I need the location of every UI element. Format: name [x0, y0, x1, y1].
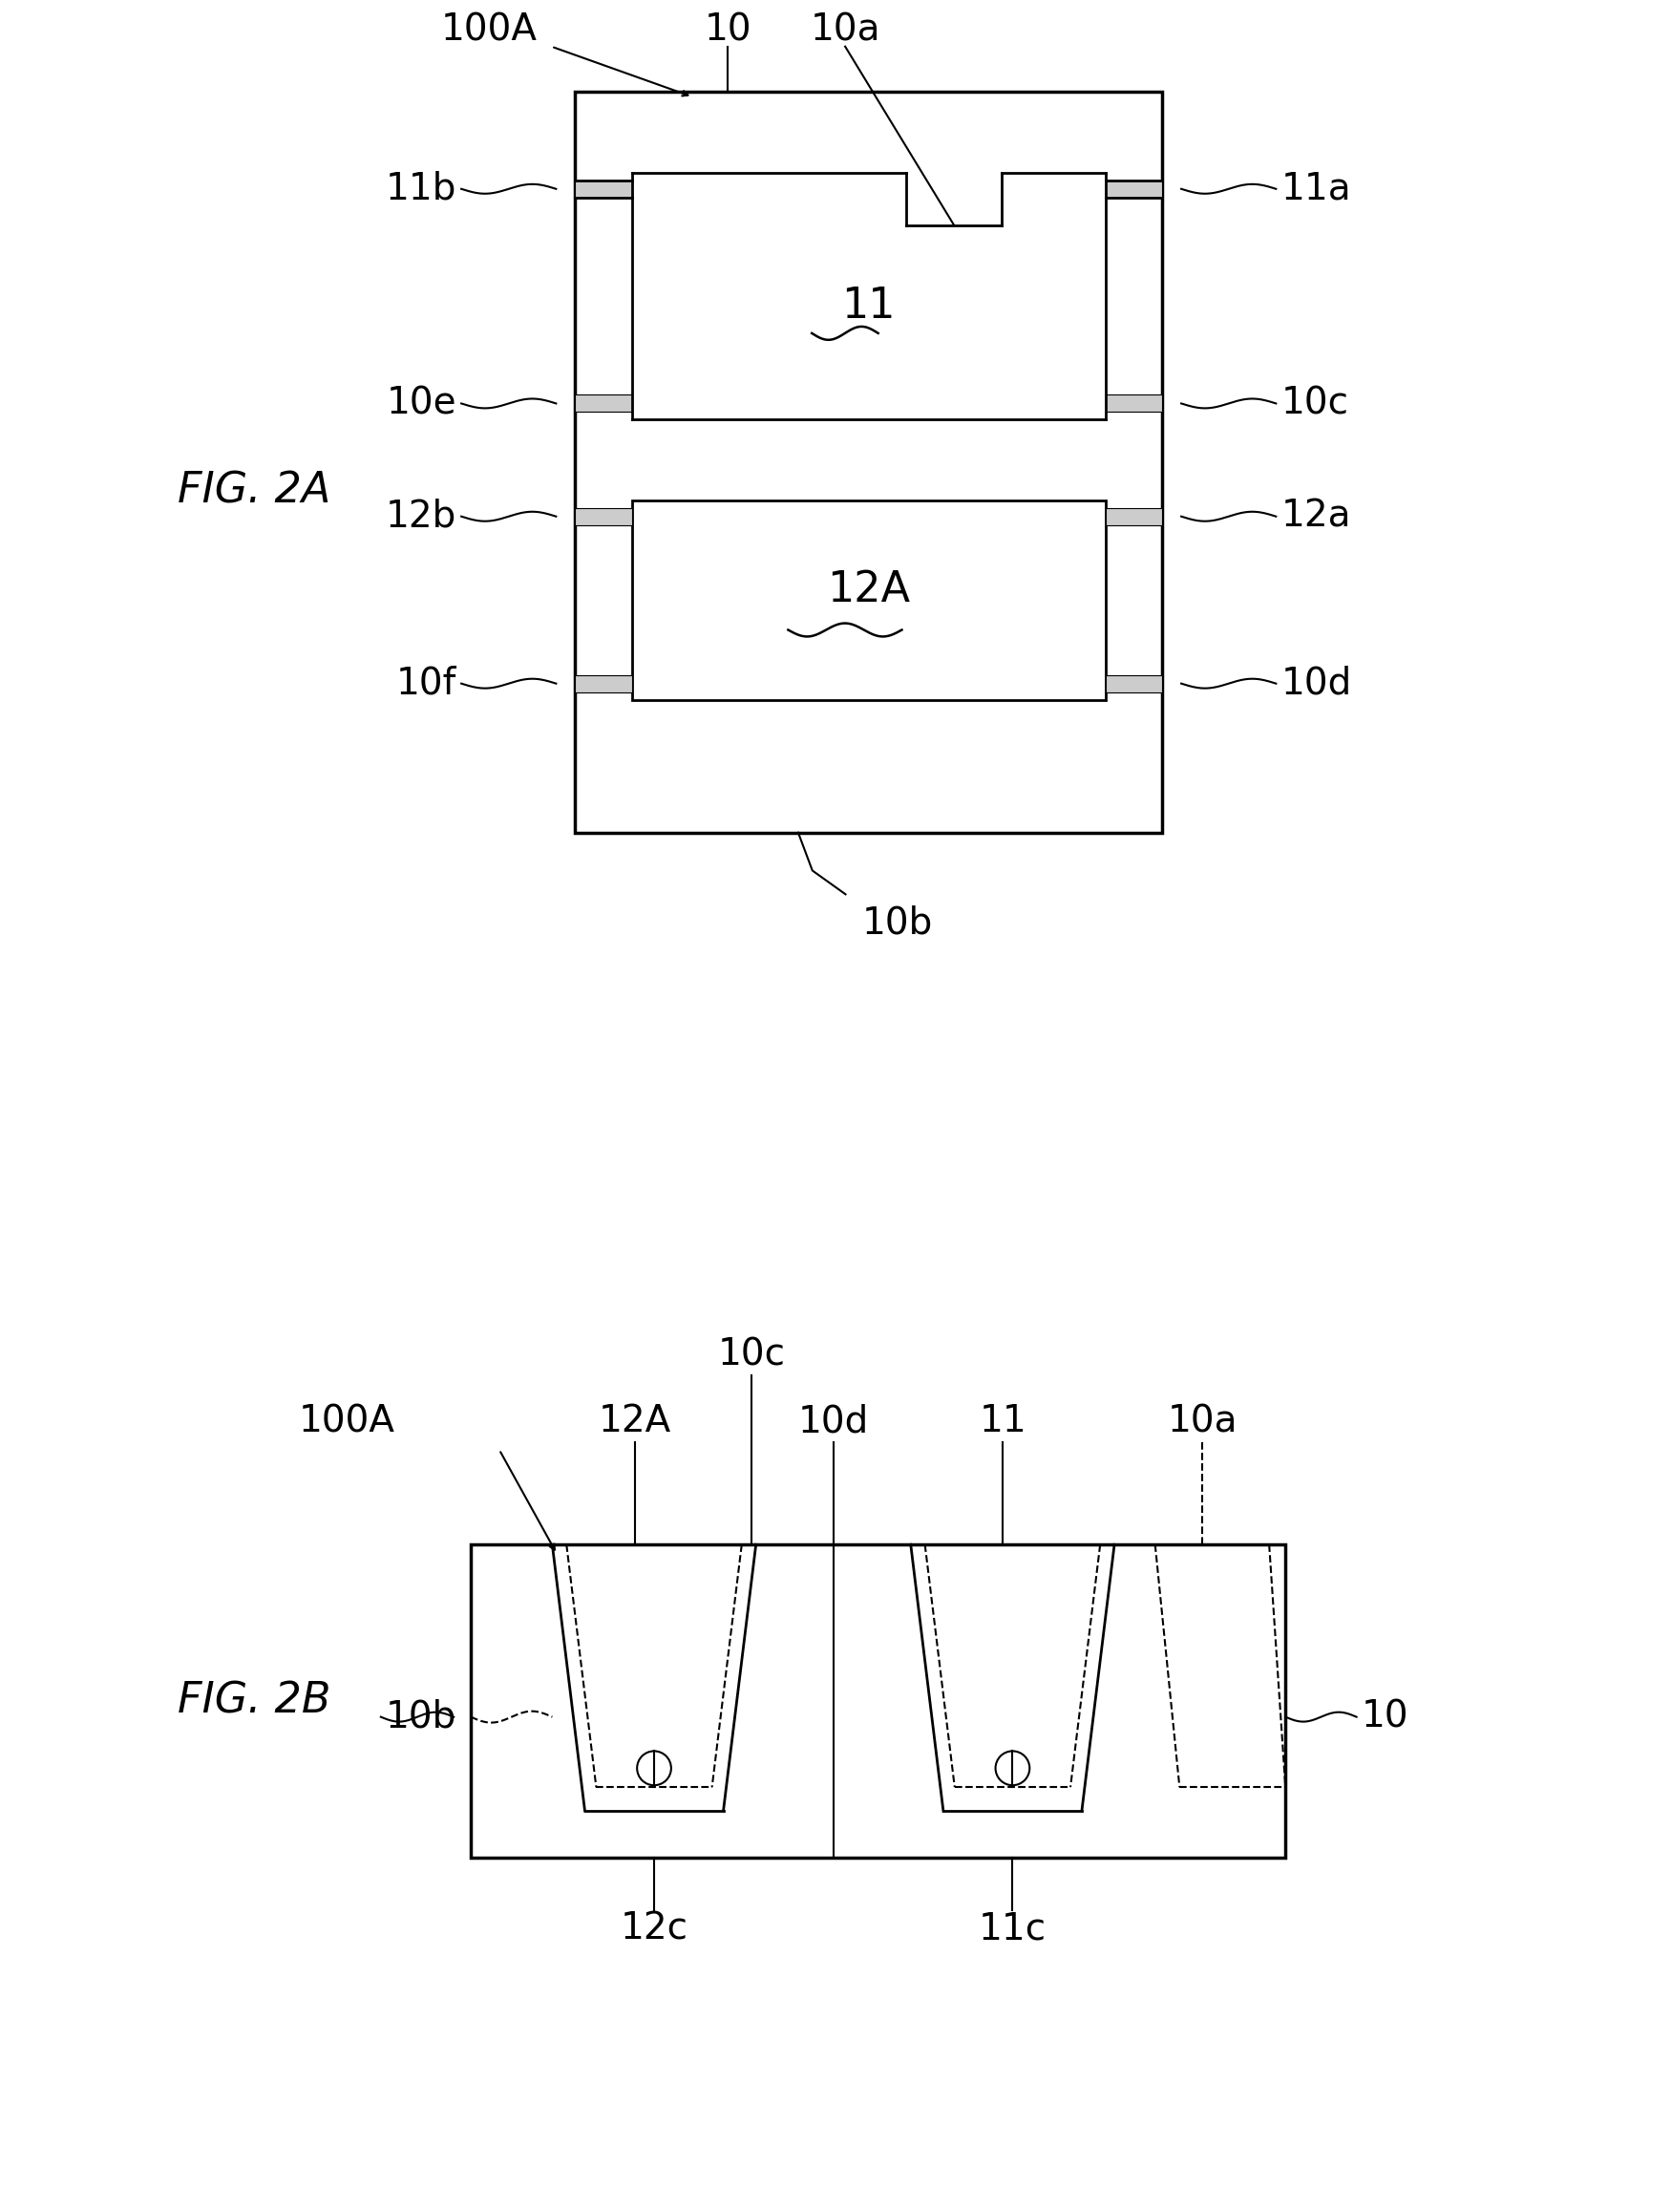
- Text: 10c: 10c: [717, 1336, 785, 1374]
- Text: 10a: 10a: [1168, 1402, 1238, 1440]
- Text: 10a: 10a: [810, 13, 881, 49]
- Bar: [1106, 181, 1163, 197]
- Text: 10b: 10b: [386, 1699, 456, 1734]
- Text: 10c: 10c: [1280, 385, 1348, 422]
- Text: 100A: 100A: [441, 13, 536, 49]
- Bar: [1106, 396, 1163, 411]
- Text: 10f: 10f: [396, 666, 456, 701]
- Text: 12b: 12b: [386, 498, 456, 535]
- Text: 10: 10: [1362, 1699, 1409, 1734]
- Text: 12A: 12A: [827, 568, 911, 611]
- Bar: [575, 675, 632, 692]
- Bar: [575, 93, 1163, 832]
- Text: 100A: 100A: [299, 1402, 394, 1440]
- Bar: [575, 396, 632, 411]
- Text: 10b: 10b: [862, 905, 932, 940]
- Text: 11: 11: [979, 1402, 1026, 1440]
- Bar: [1106, 509, 1163, 524]
- Text: 10d: 10d: [1280, 666, 1352, 701]
- Text: 12a: 12a: [1280, 498, 1350, 535]
- Text: FIG. 2B: FIG. 2B: [177, 1681, 331, 1721]
- Text: 10e: 10e: [386, 385, 456, 422]
- Text: 11b: 11b: [386, 170, 456, 208]
- Text: 10d: 10d: [797, 1402, 869, 1440]
- Bar: [1106, 675, 1163, 692]
- Bar: [575, 509, 632, 524]
- Bar: [471, 1544, 1285, 1858]
- Bar: [632, 500, 1106, 699]
- Text: 12A: 12A: [598, 1402, 672, 1440]
- Text: 11a: 11a: [1280, 170, 1352, 208]
- Text: 11: 11: [842, 285, 896, 325]
- Text: 11c: 11c: [979, 1911, 1046, 1947]
- Text: 12c: 12c: [620, 1911, 688, 1947]
- Text: 10: 10: [703, 13, 752, 49]
- Text: FIG. 2A: FIG. 2A: [177, 471, 331, 511]
- Bar: [575, 181, 632, 197]
